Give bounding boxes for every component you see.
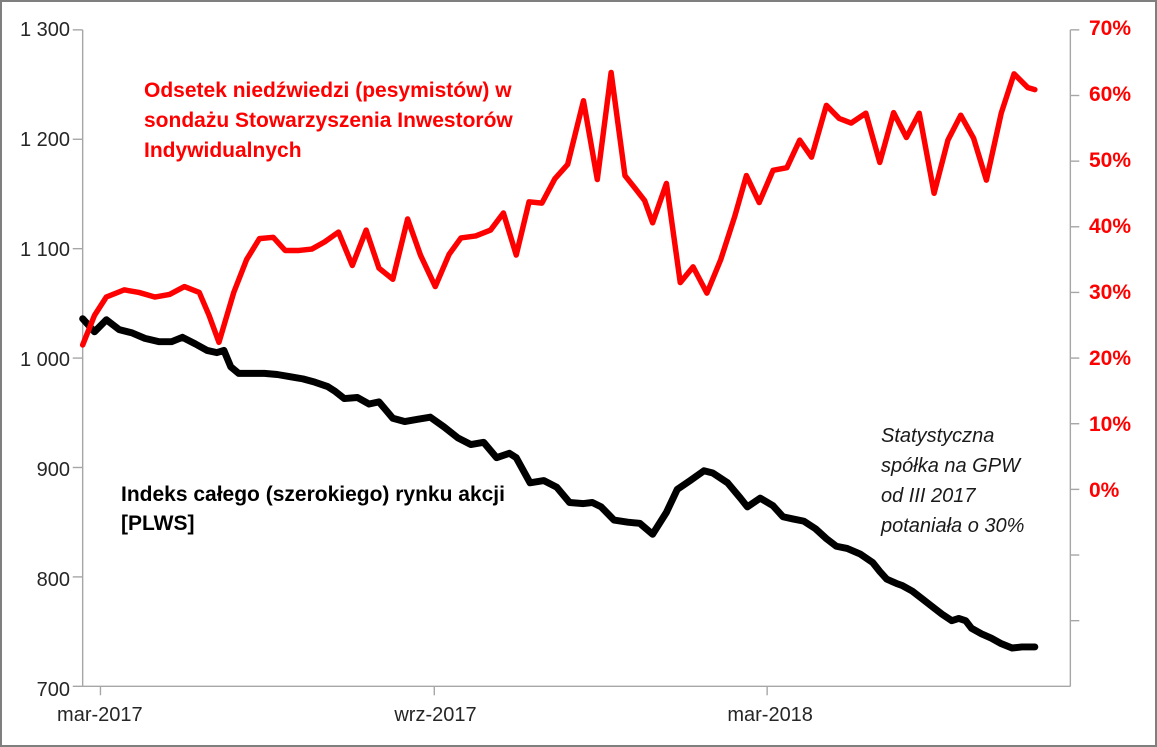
y-axis-right-tick-label: 0%: [1089, 479, 1120, 502]
x-axis-tick-label: wrz-2017: [394, 704, 477, 726]
y-axis-left-tick-label: 900: [36, 459, 70, 481]
y-axis-right-tick-label: 30%: [1089, 281, 1132, 304]
y-axis-left-tick-label: 800: [36, 569, 70, 591]
y-axis-right-tick-label: 40%: [1089, 215, 1132, 238]
note-annotation: Statystyczna spółka na GPW od III 2017 p…: [881, 425, 1025, 537]
series-line-bears: [79, 69, 1038, 348]
y-axis-right-tick-label: 60%: [1089, 83, 1132, 106]
x-axis-tick-label: mar-2017: [57, 704, 143, 726]
y-axis-right-tick-label: 10%: [1089, 413, 1132, 436]
x-axis-tick-label: mar-2018: [727, 704, 813, 726]
series-line-index: [79, 315, 1039, 652]
y-axis-right-tick-label: 20%: [1089, 347, 1132, 370]
y-axis-left-tick-label: 1 000: [19, 349, 70, 371]
y-axis-right-tick-label: 70%: [1089, 17, 1132, 40]
y-axis-left-tick-label: 1 100: [19, 239, 70, 261]
y-axis-right-tick-label: 50%: [1089, 149, 1132, 172]
y-axis-left-tick-label: 1 300: [19, 19, 70, 41]
y-axis-left-tick-label: 700: [36, 679, 70, 701]
red-series-label: Odsetek niedźwiedzi (pesymistów) w sonda…: [144, 79, 513, 162]
y-axis-left-tick-label: 1 200: [19, 129, 70, 151]
black-series-label: Indeks całego (szerokiego) rynku akcji […: [121, 483, 505, 535]
